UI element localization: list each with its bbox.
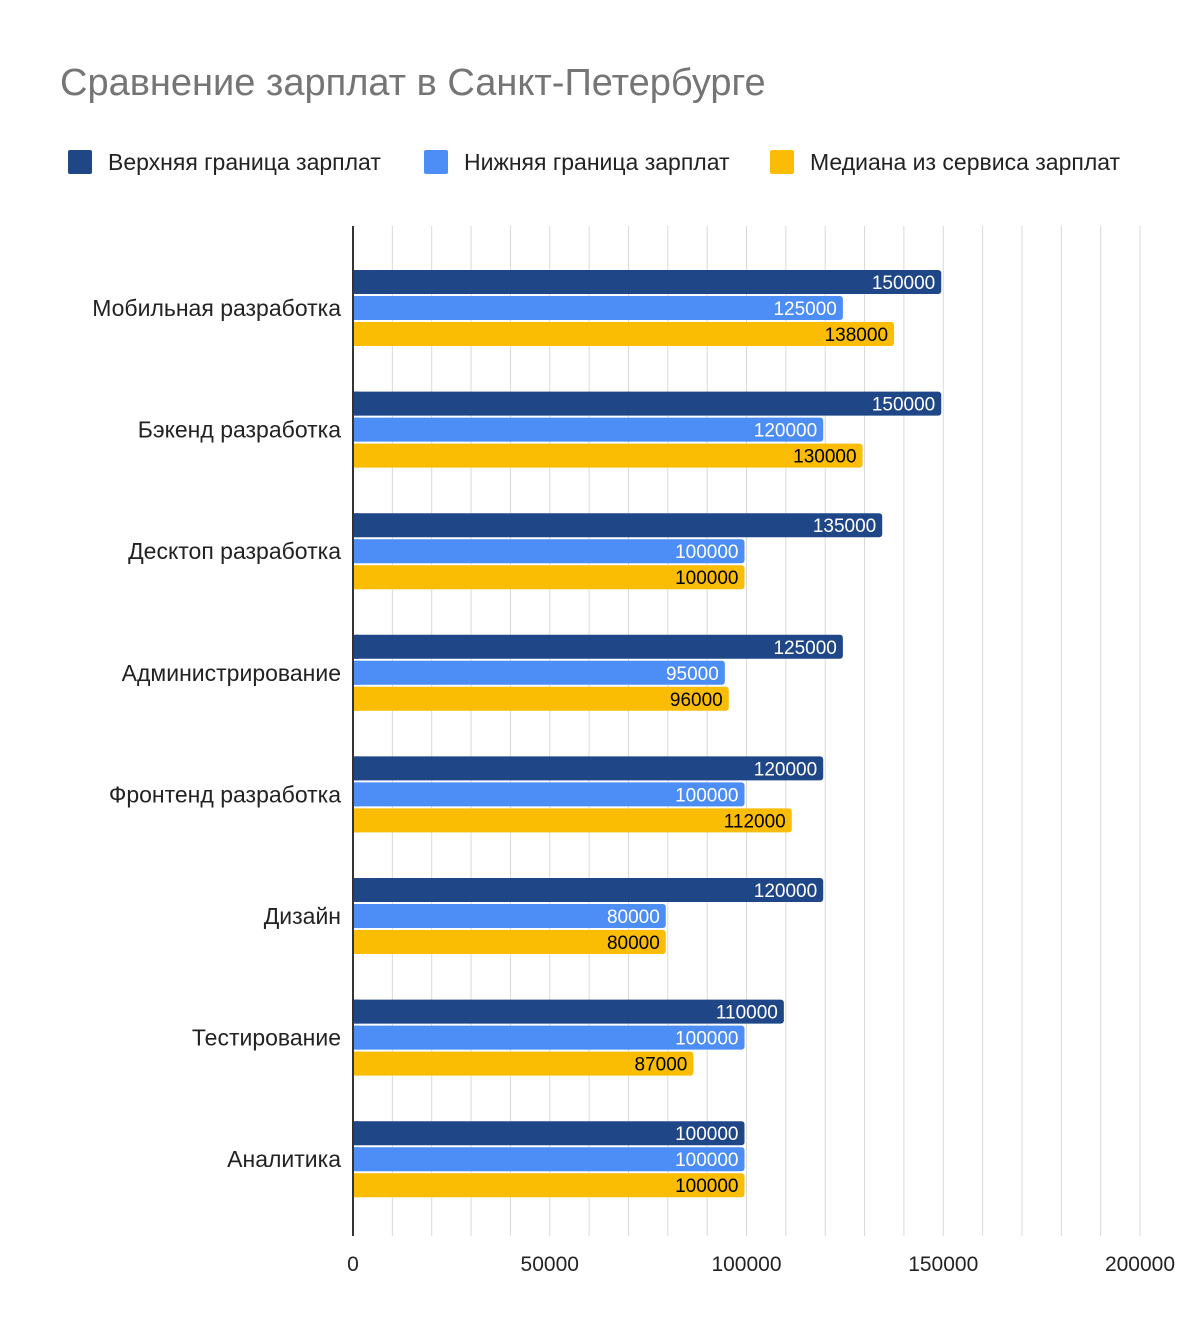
legend-item-lower[interactable]: Нижняя граница зарплат bbox=[424, 148, 730, 176]
bar-upper bbox=[353, 270, 942, 294]
data-label-upper: 125000 bbox=[773, 638, 836, 659]
data-label-lower: 120000 bbox=[754, 421, 817, 442]
bar-median-base bbox=[353, 686, 359, 711]
category-label: Аналитика bbox=[227, 1146, 341, 1172]
bar-upper-base bbox=[353, 270, 359, 294]
bar-lower-base bbox=[353, 1025, 359, 1050]
bar-upper bbox=[353, 756, 824, 781]
bar-lower bbox=[353, 417, 824, 442]
bar-lower bbox=[353, 904, 666, 928]
bar-lower bbox=[353, 539, 745, 564]
x-tick-label: 50000 bbox=[521, 1253, 579, 1276]
bar-upper-base bbox=[353, 878, 359, 902]
data-label-median: 138000 bbox=[825, 325, 888, 346]
x-tick-label: 200000 bbox=[1105, 1253, 1175, 1276]
data-label-upper: 120000 bbox=[754, 881, 817, 902]
data-label-upper: 110000 bbox=[716, 1003, 778, 1024]
bar-upper bbox=[353, 1121, 745, 1146]
legend-item-median[interactable]: Медиана из сервиса зарплат bbox=[770, 148, 1120, 176]
data-label-upper: 150000 bbox=[872, 395, 935, 416]
bar-median-base bbox=[353, 443, 359, 468]
data-label-lower: 100000 bbox=[675, 1150, 738, 1171]
data-label-lower: 95000 bbox=[666, 664, 719, 685]
data-label-upper: 100000 bbox=[675, 1124, 738, 1145]
x-tick-label: 0 bbox=[347, 1253, 359, 1276]
category-label: Фронтенд разработка bbox=[109, 781, 341, 807]
bar-upper bbox=[353, 391, 942, 416]
bar-median bbox=[353, 1173, 745, 1198]
bar-upper bbox=[353, 513, 883, 538]
data-label-lower: 125000 bbox=[773, 299, 836, 320]
bar-median bbox=[353, 322, 895, 346]
bar-lower-base bbox=[353, 904, 359, 928]
x-tick-label: 100000 bbox=[711, 1253, 781, 1276]
bar-lower-base bbox=[353, 296, 359, 320]
category-label: Дизайн bbox=[264, 903, 341, 929]
category-label: Администрирование bbox=[122, 660, 341, 686]
legend-swatch-median bbox=[770, 150, 794, 174]
bar-lower-base bbox=[353, 417, 359, 442]
bar-median-base bbox=[353, 930, 359, 954]
bar-lower-base bbox=[353, 660, 359, 685]
legend-label-lower: Нижняя граница зарплат bbox=[464, 148, 730, 175]
bar-median bbox=[353, 443, 863, 468]
bar-lower bbox=[353, 296, 843, 320]
bar-upper bbox=[353, 878, 824, 902]
bar-upper-base bbox=[353, 756, 359, 781]
data-label-upper: 135000 bbox=[813, 516, 876, 537]
bar-upper bbox=[353, 999, 784, 1024]
category-label: Мобильная разработка bbox=[92, 295, 341, 321]
data-label-upper: 120000 bbox=[754, 759, 817, 780]
data-label-median: 100000 bbox=[675, 1176, 738, 1197]
data-label-lower: 80000 bbox=[607, 907, 660, 928]
bar-median-base bbox=[353, 322, 359, 346]
data-label-median: 100000 bbox=[675, 568, 738, 589]
category-label: Десктоп разработка bbox=[128, 538, 341, 564]
bar-lower-base bbox=[353, 539, 359, 564]
bar-upper-base bbox=[353, 391, 359, 416]
bar-median bbox=[353, 930, 666, 954]
bar-median bbox=[353, 565, 745, 590]
bar-upper-base bbox=[353, 1121, 359, 1146]
bar-lower bbox=[353, 660, 725, 685]
legend-swatch-upper bbox=[68, 150, 92, 174]
bar-lower bbox=[353, 1025, 745, 1050]
bar-lower bbox=[353, 782, 745, 807]
category-label: Тестирование bbox=[192, 1025, 341, 1051]
data-label-median: 112000 bbox=[724, 811, 786, 832]
bar-lower-base bbox=[353, 1147, 359, 1172]
bar-upper-base bbox=[353, 999, 359, 1024]
legend-label-median: Медиана из сервиса зарплат bbox=[810, 148, 1121, 175]
x-tick-label: 150000 bbox=[908, 1253, 978, 1276]
bar-median bbox=[353, 1051, 694, 1076]
category-label: Бэкенд разработка bbox=[138, 417, 341, 443]
legend-item-upper[interactable]: Верхняя граница зарплат bbox=[68, 148, 381, 176]
bar-median-base bbox=[353, 1051, 359, 1076]
data-label-median: 130000 bbox=[793, 447, 856, 468]
data-label-lower: 100000 bbox=[675, 785, 738, 806]
data-label-upper: 150000 bbox=[872, 273, 935, 294]
bar-upper-base bbox=[353, 513, 359, 538]
bar-median bbox=[353, 808, 792, 833]
bar-lower-base bbox=[353, 782, 359, 807]
bar-upper bbox=[353, 634, 843, 659]
legend-swatch-lower bbox=[424, 150, 448, 174]
bar-lower bbox=[353, 1147, 745, 1172]
chart-title: Сравнение зарплат в Санкт-Петербурге bbox=[60, 62, 766, 104]
bar-median-base bbox=[353, 1173, 359, 1198]
legend-label-upper: Верхняя граница зарплат bbox=[108, 148, 381, 175]
data-label-median: 87000 bbox=[635, 1055, 688, 1076]
data-label-median: 96000 bbox=[670, 690, 723, 711]
data-label-lower: 100000 bbox=[675, 1029, 738, 1050]
bar-median-base bbox=[353, 565, 359, 590]
bar-upper-base bbox=[353, 634, 359, 659]
data-label-lower: 100000 bbox=[675, 542, 738, 563]
data-label-median: 80000 bbox=[607, 933, 660, 954]
bar-median-base bbox=[353, 808, 359, 833]
bar-median bbox=[353, 686, 729, 711]
